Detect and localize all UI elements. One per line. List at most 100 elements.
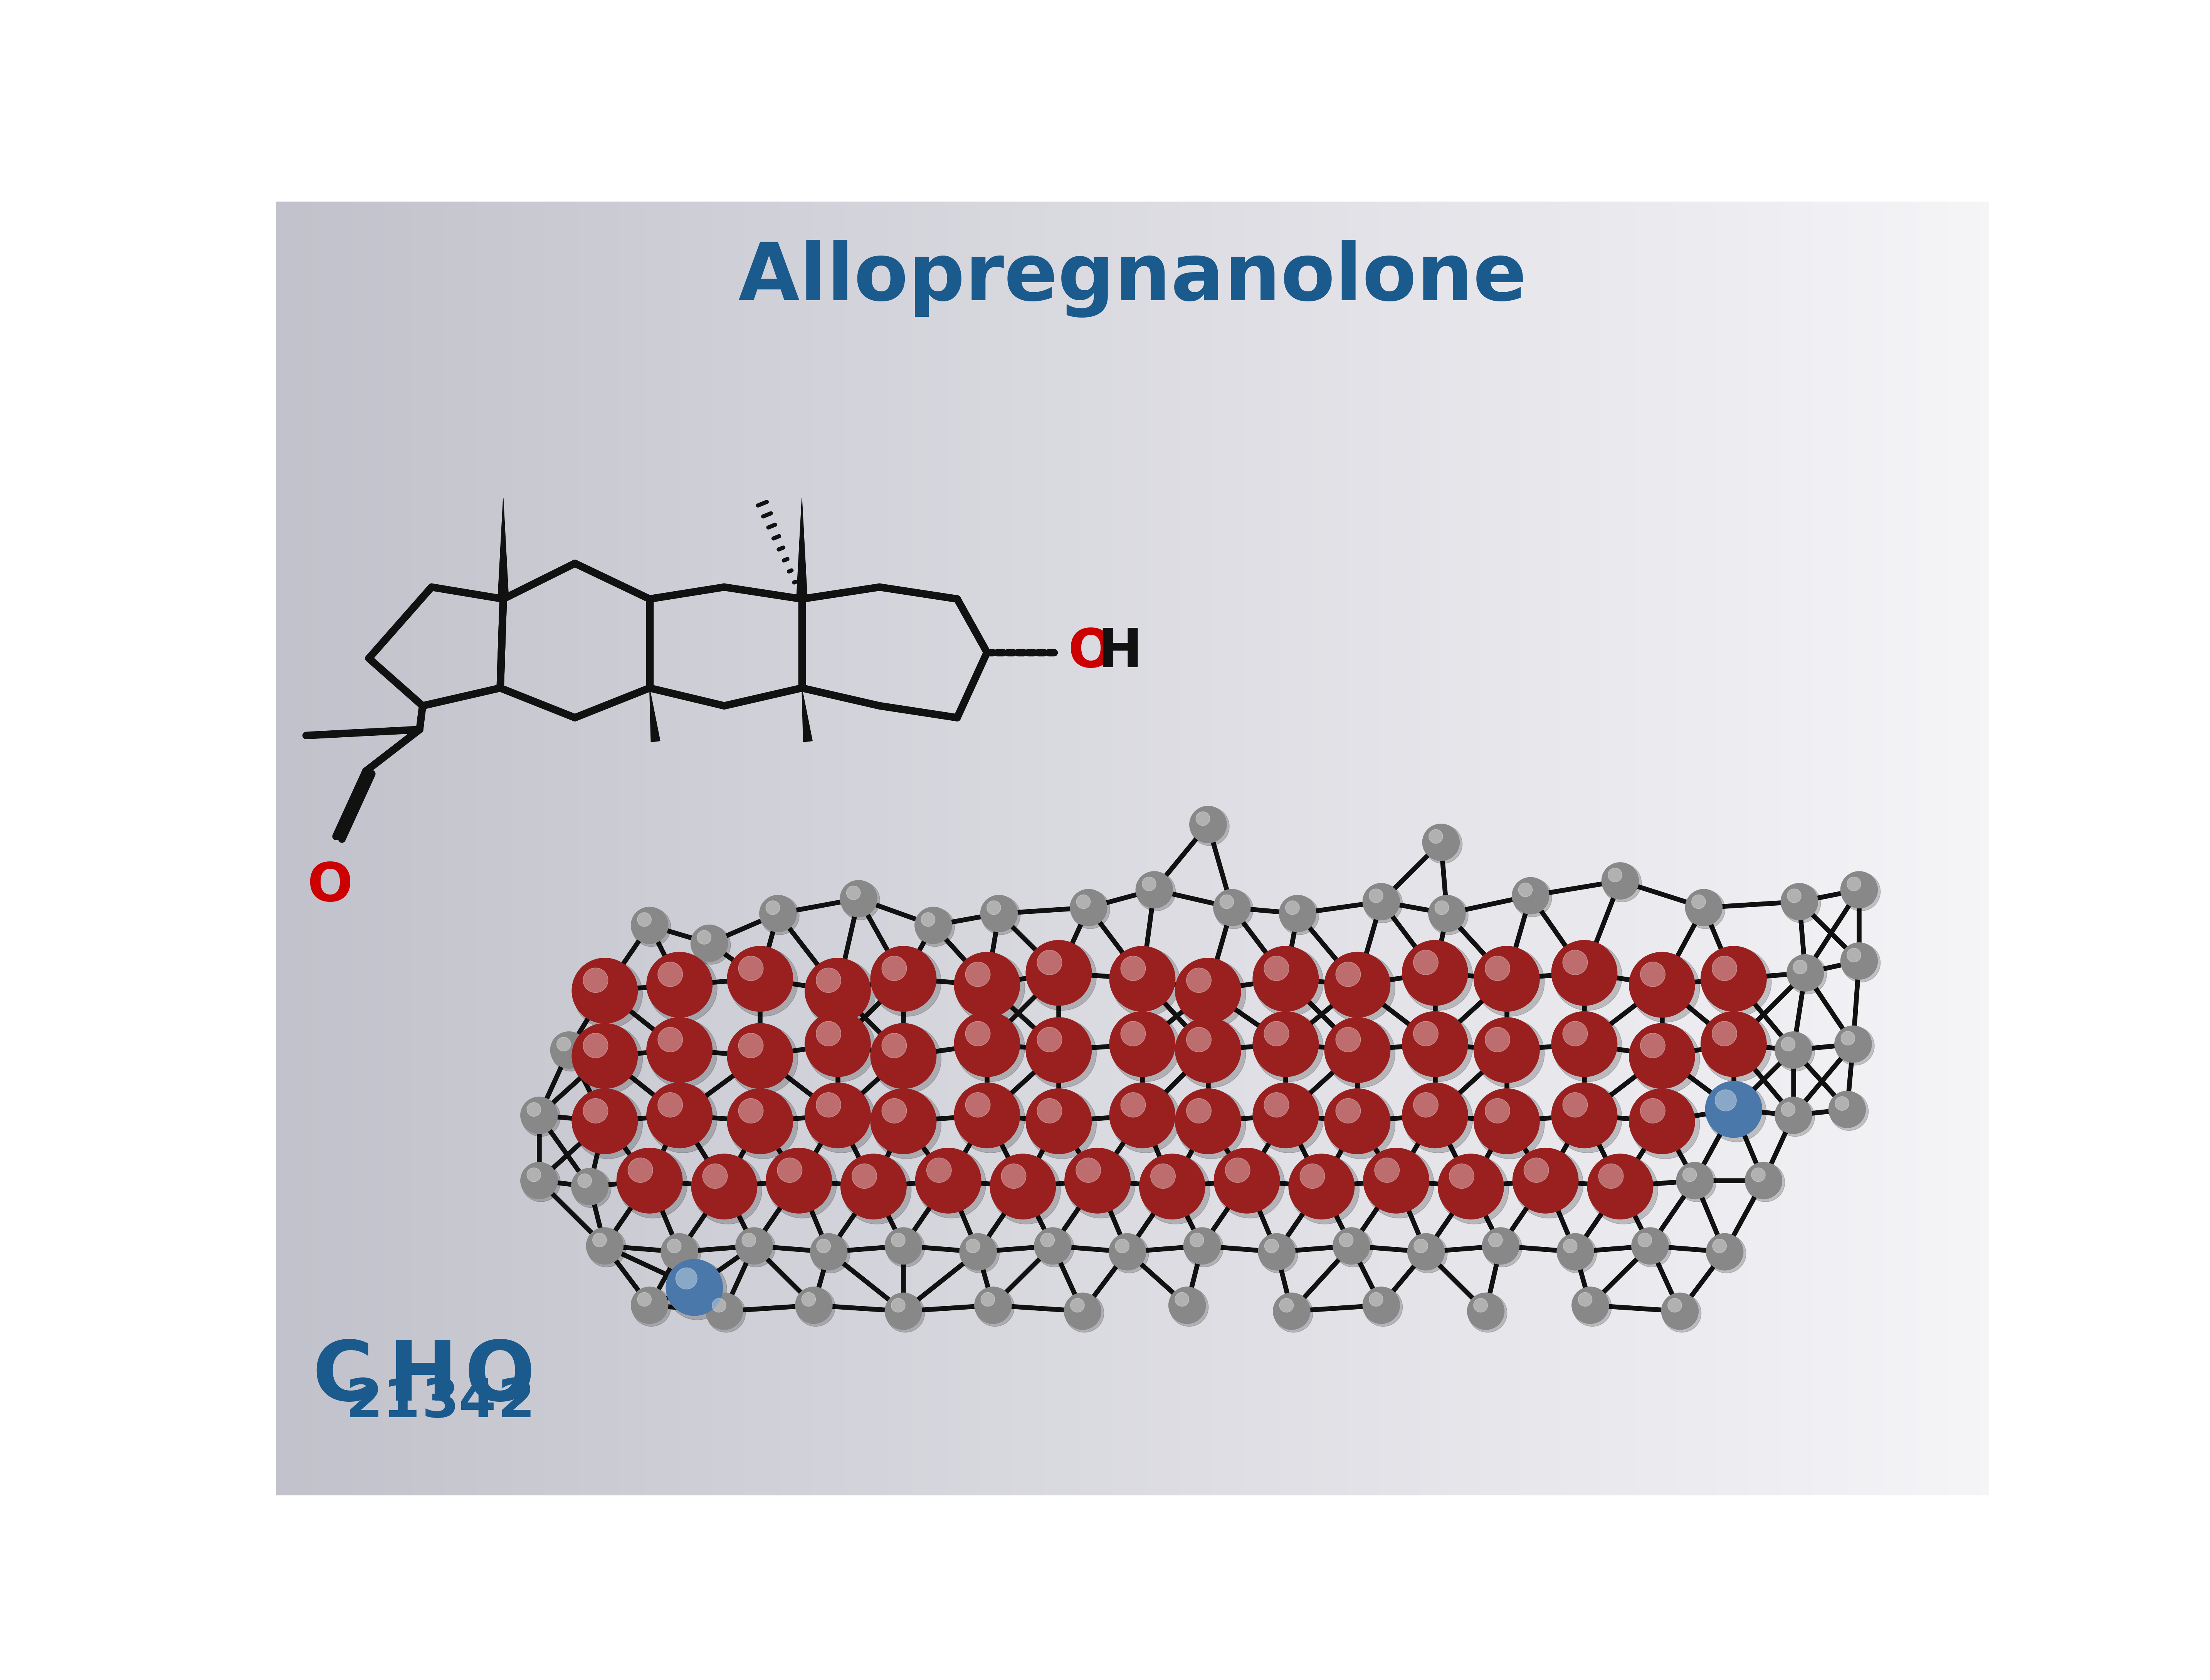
Circle shape <box>1485 1099 1509 1124</box>
Text: H: H <box>389 1337 457 1418</box>
Circle shape <box>1109 1235 1149 1273</box>
Circle shape <box>1713 956 1737 981</box>
Polygon shape <box>497 497 508 600</box>
Circle shape <box>1428 830 1443 843</box>
Circle shape <box>1633 1228 1671 1267</box>
Circle shape <box>955 1011 1019 1077</box>
Circle shape <box>1609 869 1622 882</box>
Circle shape <box>1288 1154 1355 1220</box>
Circle shape <box>557 1037 570 1052</box>
Circle shape <box>1136 872 1174 909</box>
Circle shape <box>1514 1149 1582 1218</box>
Circle shape <box>1828 1090 1865 1127</box>
Circle shape <box>1571 1287 1609 1324</box>
Circle shape <box>990 1154 1056 1220</box>
Circle shape <box>966 1092 990 1117</box>
Circle shape <box>1713 1238 1726 1253</box>
Circle shape <box>648 1020 718 1087</box>
Circle shape <box>811 1235 851 1273</box>
Circle shape <box>1691 895 1706 909</box>
Circle shape <box>727 946 793 1011</box>
Circle shape <box>1677 1163 1713 1200</box>
Circle shape <box>760 895 796 932</box>
Circle shape <box>986 900 1001 914</box>
Circle shape <box>957 1084 1025 1152</box>
Circle shape <box>981 1292 994 1307</box>
Circle shape <box>1143 877 1156 890</box>
Circle shape <box>1025 1089 1092 1154</box>
Circle shape <box>975 1287 1012 1324</box>
Circle shape <box>1662 1294 1699 1329</box>
Circle shape <box>526 1168 541 1181</box>
Circle shape <box>1514 879 1551 917</box>
Circle shape <box>586 1228 623 1265</box>
Circle shape <box>1715 1090 1737 1110</box>
Circle shape <box>1326 1090 1395 1159</box>
Circle shape <box>659 1092 683 1117</box>
Circle shape <box>1439 1156 1509 1225</box>
Circle shape <box>1629 953 1695 1018</box>
Circle shape <box>1255 948 1324 1016</box>
Circle shape <box>1178 959 1246 1028</box>
Circle shape <box>882 956 906 981</box>
Circle shape <box>765 900 780 914</box>
Circle shape <box>1264 1021 1288 1047</box>
Circle shape <box>1264 956 1288 981</box>
Circle shape <box>1065 1147 1129 1213</box>
Circle shape <box>1264 1092 1288 1117</box>
Circle shape <box>1750 1168 1766 1181</box>
Circle shape <box>1001 1164 1025 1188</box>
Circle shape <box>1253 1082 1319 1147</box>
Circle shape <box>1518 884 1532 897</box>
Circle shape <box>1335 1026 1361 1052</box>
Circle shape <box>1220 895 1233 909</box>
Circle shape <box>628 1158 652 1183</box>
Circle shape <box>1036 1099 1063 1124</box>
Circle shape <box>1848 877 1861 890</box>
Circle shape <box>522 1163 561 1201</box>
Circle shape <box>1368 1292 1383 1307</box>
Text: O: O <box>1067 627 1114 679</box>
Circle shape <box>1638 1233 1651 1247</box>
Circle shape <box>1326 1020 1395 1087</box>
Circle shape <box>1280 1299 1293 1312</box>
Circle shape <box>1280 895 1319 934</box>
Circle shape <box>1120 1021 1145 1047</box>
Circle shape <box>522 1097 561 1136</box>
Circle shape <box>1841 944 1881 983</box>
Circle shape <box>583 1033 608 1058</box>
Circle shape <box>815 968 842 993</box>
Circle shape <box>1554 942 1622 1010</box>
Circle shape <box>1589 1156 1658 1225</box>
Circle shape <box>1781 1037 1795 1052</box>
Circle shape <box>636 1292 652 1307</box>
Circle shape <box>1602 862 1638 899</box>
Circle shape <box>575 1025 643 1094</box>
Circle shape <box>804 1011 871 1077</box>
Circle shape <box>804 958 871 1023</box>
Circle shape <box>1187 968 1211 993</box>
Circle shape <box>526 1102 541 1117</box>
Circle shape <box>915 1147 981 1213</box>
Circle shape <box>738 1033 762 1058</box>
Circle shape <box>1109 946 1176 1011</box>
Circle shape <box>815 1238 831 1253</box>
Circle shape <box>1781 884 1821 922</box>
Circle shape <box>1112 948 1180 1016</box>
Circle shape <box>572 1089 639 1154</box>
Circle shape <box>891 1233 906 1247</box>
Circle shape <box>981 895 1021 934</box>
Circle shape <box>1512 1147 1578 1213</box>
Circle shape <box>1076 1158 1101 1183</box>
Circle shape <box>1551 1082 1618 1147</box>
Circle shape <box>1574 1289 1611 1327</box>
Circle shape <box>1414 1092 1439 1117</box>
Circle shape <box>1286 900 1299 914</box>
Circle shape <box>981 895 1017 932</box>
Circle shape <box>738 1099 762 1124</box>
Circle shape <box>1777 1033 1814 1072</box>
Circle shape <box>1176 958 1240 1023</box>
Circle shape <box>575 959 643 1028</box>
Text: Allopregnanolone: Allopregnanolone <box>738 240 1527 318</box>
Circle shape <box>736 1228 774 1265</box>
